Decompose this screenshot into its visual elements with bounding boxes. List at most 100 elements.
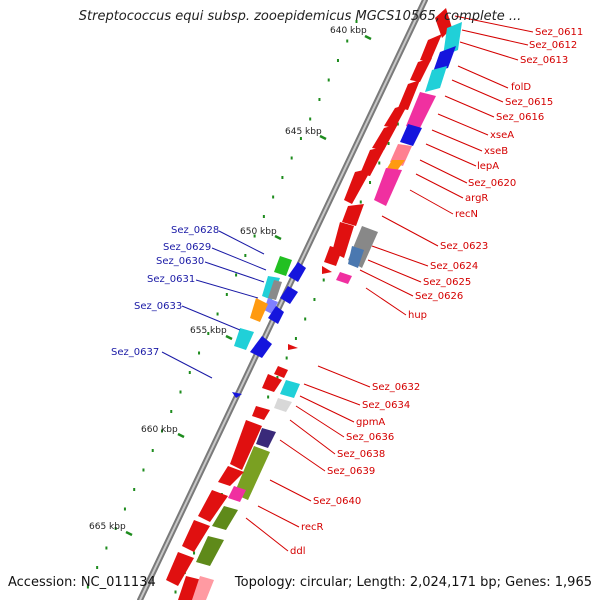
gene-label[interactable]: Sez_0630 [156, 256, 204, 267]
gene-feature[interactable] [192, 576, 214, 600]
gene-label[interactable]: Sez_0638 [337, 449, 385, 460]
gene-feature[interactable] [360, 146, 386, 176]
gene-label[interactable]: Sez_0612 [529, 40, 577, 51]
gene-feature[interactable] [250, 298, 268, 322]
gene-feature[interactable] [322, 266, 332, 274]
leader-line [454, 15, 534, 33]
gene-feature[interactable] [268, 280, 282, 300]
gene-feature[interactable] [384, 104, 408, 128]
gene-label[interactable]: Sez_0631 [147, 274, 195, 285]
gene-label[interactable]: Sez_0620 [468, 178, 516, 189]
gene-feature[interactable] [274, 366, 288, 378]
gene-feature[interactable] [425, 66, 447, 92]
scale-tick [225, 293, 228, 296]
gene-feature[interactable] [230, 420, 262, 470]
gene-feature[interactable] [336, 272, 352, 284]
gene-feature[interactable] [232, 392, 242, 398]
gene-label[interactable]: Sez_0623 [440, 241, 488, 252]
gene-feature[interactable] [374, 168, 402, 206]
gene-label[interactable]: hup [408, 310, 427, 321]
scale-tick [174, 590, 177, 594]
gene-label[interactable]: argR [465, 193, 488, 204]
gene-label[interactable]: recR [301, 522, 324, 533]
scale-tick [96, 566, 99, 569]
gene-label[interactable]: recN [455, 209, 478, 220]
gene-label[interactable]: Sez_0632 [372, 382, 420, 393]
kbp-labels: 640 kbp 645 kbp 650 kbp 655 kbp 660 kbp … [89, 26, 367, 532]
gene-label[interactable]: Sez_0625 [423, 277, 471, 288]
gene-feature[interactable] [234, 446, 270, 500]
gene-label[interactable]: ddl [290, 546, 305, 557]
gene-label[interactable]: Sez_0640 [313, 496, 361, 507]
gene-feature[interactable] [406, 92, 436, 132]
gene-feature[interactable] [288, 344, 298, 350]
gene-label[interactable]: Sez_0615 [505, 97, 553, 108]
gene-feature[interactable] [264, 298, 278, 314]
leader-line [457, 65, 509, 89]
gene-feature[interactable] [198, 490, 228, 522]
gene-feature[interactable] [400, 124, 422, 146]
gene-feature[interactable] [166, 552, 194, 586]
gene-label[interactable]: folD [511, 82, 531, 93]
gene-label[interactable]: Sez_0628 [171, 225, 219, 236]
gene-label[interactable]: Sez_0634 [362, 400, 410, 411]
gene-feature[interactable] [274, 256, 292, 276]
scale-tick [262, 215, 265, 218]
leader-line [299, 395, 355, 423]
forward-strand-genes [166, 8, 462, 600]
accession-text: Accession: NC_011134 [8, 575, 156, 590]
gene-feature[interactable] [410, 58, 432, 82]
scale-tick [207, 332, 210, 335]
scale-tick [387, 142, 390, 145]
gene-label[interactable]: Sez_0613 [520, 55, 568, 66]
gene-label[interactable]: Sez_0611 [535, 27, 583, 38]
gene-feature[interactable] [372, 124, 398, 150]
gene-feature[interactable] [443, 22, 462, 56]
gene-feature[interactable] [344, 168, 372, 204]
gene-feature[interactable] [274, 398, 292, 412]
scale-tick [378, 161, 381, 165]
gene-feature[interactable] [250, 336, 272, 358]
gene-label[interactable]: Sez_0624 [430, 261, 478, 272]
leader-line [181, 305, 241, 331]
gene-feature[interactable] [212, 506, 238, 530]
gene-feature[interactable] [228, 486, 246, 502]
gene-feature[interactable] [342, 204, 364, 226]
gene-feature[interactable] [288, 262, 306, 282]
gene-label[interactable]: Sez_0626 [415, 291, 463, 302]
leader-line [437, 113, 489, 136]
gene-label[interactable]: Sez_0639 [327, 466, 375, 477]
gene-feature[interactable] [252, 406, 270, 420]
gene-feature[interactable] [324, 246, 342, 266]
gene-feature[interactable] [433, 46, 456, 72]
gene-label[interactable]: Sez_0636 [346, 432, 394, 443]
leader-line [195, 279, 259, 299]
gene-label[interactable]: Sez_0637 [111, 347, 159, 358]
gene-label[interactable]: lepA [477, 161, 499, 172]
gene-feature[interactable] [182, 520, 210, 552]
gene-feature[interactable] [196, 536, 224, 566]
gene-feature[interactable] [348, 246, 364, 268]
gene-feature[interactable] [280, 380, 300, 398]
gene-feature[interactable] [256, 428, 276, 448]
gene-label[interactable]: Sez_0633 [134, 301, 182, 312]
gene-label[interactable]: Sez_0616 [496, 112, 544, 123]
gene-label[interactable]: xseA [490, 130, 514, 141]
scale-tick [355, 20, 358, 23]
scale-tick [86, 585, 89, 589]
scale-major-tick [177, 432, 185, 439]
gene-label[interactable]: xseB [484, 146, 508, 157]
gene-feature[interactable] [280, 286, 298, 304]
gene-feature[interactable] [262, 374, 282, 392]
leader-line [365, 287, 407, 316]
gene-feature[interactable] [398, 80, 420, 110]
gene-feature[interactable] [420, 34, 442, 62]
gene-feature[interactable] [218, 466, 244, 486]
gene-label[interactable]: gpmA [356, 417, 385, 428]
gene-feature[interactable] [234, 328, 254, 350]
gene-feature[interactable] [268, 306, 284, 324]
left-label-leaders [161, 230, 267, 379]
scale-tick [160, 429, 163, 433]
scale-tick [267, 395, 270, 399]
gene-label[interactable]: Sez_0629 [163, 242, 211, 253]
